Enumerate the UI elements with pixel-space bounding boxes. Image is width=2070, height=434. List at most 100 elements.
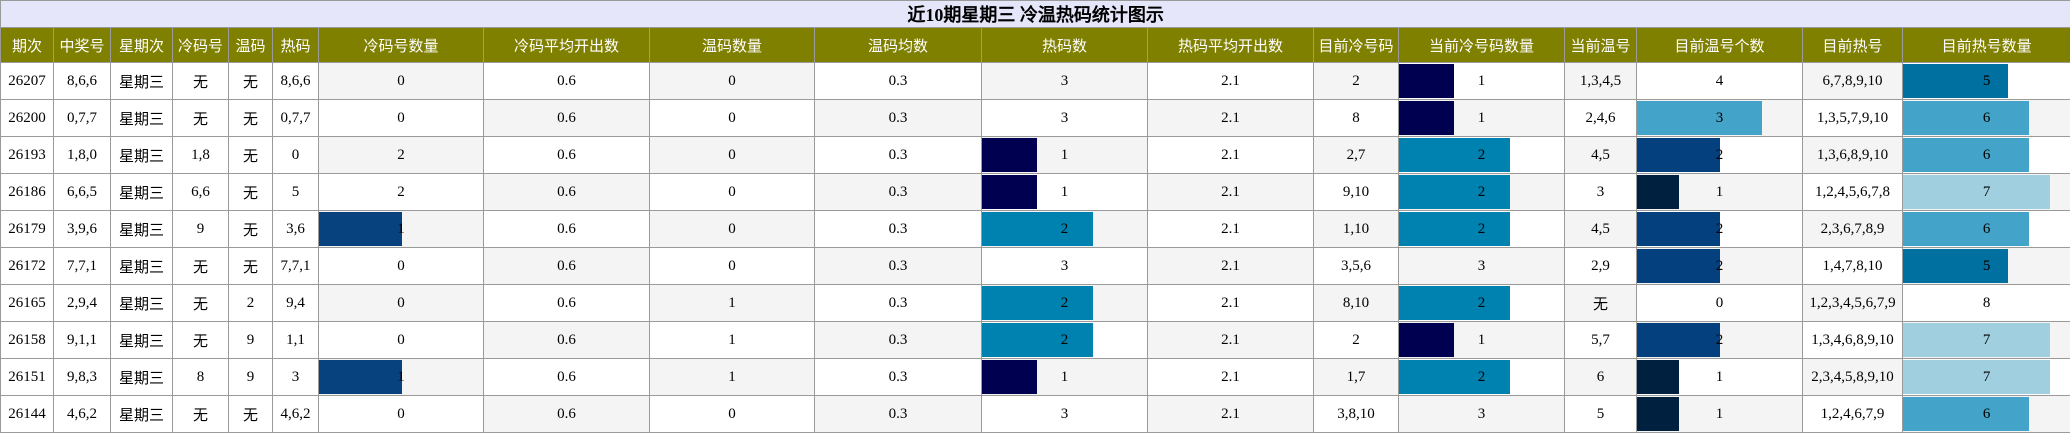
cell: 0 [649, 395, 815, 433]
cell-text: 1 [1715, 368, 1724, 385]
cell-text: 星期三 [118, 259, 164, 276]
data-bar [1903, 138, 2029, 172]
cell-text: 1 [1060, 368, 1069, 385]
data-row: 26200 0,7,7 星期三 无 无 0,7,7 0 0.6 0 0.3 3 2.1 8 1 2,4,6 3… [0, 99, 2070, 137]
data-row: 26186 6,6,5 星期三 6,6 无 5 2 0.6 0 0.3 1 2.1 9,10 2 3 1 1,2… [0, 173, 2070, 211]
cell-text: 2,4,6 [1585, 109, 1616, 126]
cell: 0,7,7 [53, 99, 111, 137]
cell-text: 2,9 [1591, 257, 1610, 274]
cell-text: 26179 [8, 220, 46, 237]
cell: 26172 [0, 247, 54, 285]
cell-text: 星期三 [118, 370, 164, 387]
cell-text: 26200 [8, 109, 46, 126]
cell: 0.6 [483, 247, 650, 285]
cell: 4,6,2 [272, 395, 319, 433]
cell-text: 2,3,4,5,8,9,10 [1811, 368, 1894, 385]
cell-text: 1,3,4,6,8,9,10 [1811, 331, 1894, 348]
column-header: 温码 [228, 27, 273, 63]
cell-text: 0 [397, 257, 405, 274]
cell-text: 无 [242, 222, 258, 239]
cell: 2 [981, 210, 1148, 248]
data-bar [982, 212, 1093, 246]
cell-text: 0.6 [557, 109, 576, 126]
cell-text: 无 [242, 148, 258, 165]
cell: 3 [981, 395, 1148, 433]
cell-text: 星期三 [118, 185, 164, 202]
cell: 0 [318, 62, 484, 100]
cell-text: 6 [1982, 220, 1991, 237]
cell: 26179 [0, 210, 54, 248]
column-header: 目前冷号码 [1313, 27, 1399, 63]
column-header: 热码平均开出数 [1147, 27, 1314, 63]
cell-text: 8,10 [1342, 294, 1370, 311]
cell: 0 [649, 173, 815, 211]
cell: 0.3 [814, 210, 982, 248]
cell-text: 2 [1477, 294, 1486, 311]
cell: 9,4 [272, 284, 319, 322]
cell-text: 无 [242, 407, 258, 424]
cell-text: 1 [1477, 331, 1486, 348]
cell: 6 [1901, 210, 2070, 248]
cell: 7,7,1 [53, 247, 111, 285]
cell: 5 [272, 173, 319, 211]
cell: 8,6,6 [53, 62, 111, 100]
cell-text: 2 [1477, 368, 1486, 385]
cell: 2,9 [1564, 247, 1637, 285]
cell-text: 1 [1060, 183, 1069, 200]
cell: 1 [649, 321, 815, 359]
cell: 1,2,4,6,7,9 [1802, 395, 1903, 433]
cell: 无 [1564, 284, 1637, 322]
cell: 26186 [0, 173, 54, 211]
data-bar [982, 138, 1038, 172]
cell-text: 3 [1477, 405, 1486, 422]
cell-text: 0.6 [557, 294, 576, 311]
cell-text: 2.1 [1221, 257, 1240, 274]
column-header: 星期次 [110, 27, 173, 63]
cell: 2 [1313, 62, 1399, 100]
cell: 1 [1636, 173, 1803, 211]
cell-text: 0.6 [557, 368, 576, 385]
cell: 2 [1398, 210, 1565, 248]
cell: 0 [318, 284, 484, 322]
cell: 2 [1398, 173, 1565, 211]
cell: 2 [318, 173, 484, 211]
column-header: 目前热号 [1802, 27, 1903, 63]
cell: 8,6,6 [272, 62, 319, 100]
data-bar [1399, 175, 1510, 209]
column-header: 目前热号数量 [1901, 27, 2070, 63]
cell: 6,6,5 [53, 173, 111, 211]
cell: 8 [1901, 284, 2070, 322]
cell: 9 [228, 358, 273, 396]
column-header: 冷码平均开出数 [483, 27, 650, 63]
cell-text: 5 [291, 183, 300, 200]
cell-text: 0.6 [557, 72, 576, 89]
cell: 0.3 [814, 321, 982, 359]
data-row: 26207 8,6,6 星期三 无 无 8,6,6 0 0.6 0 0.3 3 2.1 2 1 1,3,4,… [0, 62, 2070, 100]
cell-text: 7 [1982, 331, 1991, 348]
cell: 2 [1398, 284, 1565, 322]
cell-text: 2 [1352, 72, 1360, 89]
cell-text: 9 [246, 368, 255, 385]
data-bar [1399, 212, 1510, 246]
cell-text: 7,7,1 [280, 257, 311, 274]
cell-text: 0.3 [888, 257, 908, 274]
cell: 0 [649, 136, 815, 174]
cell-text: 3 [1060, 405, 1069, 422]
cell-text: 2 [1715, 220, 1724, 237]
cell: 7,7,1 [272, 247, 319, 285]
cell: 2 [1636, 247, 1803, 285]
cell: 2.1 [1147, 395, 1314, 433]
cell-text: 2.1 [1221, 109, 1240, 126]
cell-text: 1,2,3,4,5,6,7,9 [1809, 294, 1896, 311]
cell: 2,3,6,7,8,9 [1802, 210, 1903, 248]
data-bar [319, 360, 402, 394]
cell-text: 0 [397, 294, 405, 311]
cell-text: 0.6 [557, 220, 576, 237]
cell: 1 [981, 136, 1148, 174]
cell: 无 [228, 210, 273, 248]
cell-text: 无 [242, 185, 258, 202]
cell: 0.3 [814, 358, 982, 396]
cell-text: 3 [1596, 183, 1605, 200]
cell: 无 [172, 321, 229, 359]
cell-text: 星期三 [118, 111, 164, 128]
